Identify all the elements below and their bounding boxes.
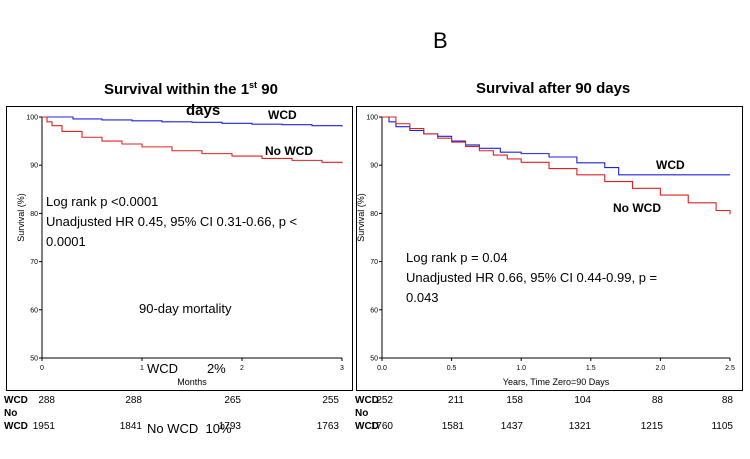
right-y-tick-label: 70 (370, 259, 378, 266)
right-series-nowcd-line (382, 116, 731, 215)
left-x-tick-label: 3 (340, 365, 344, 372)
right-x-tick-label: 1.5 (586, 365, 596, 372)
left-wcd-curve-label: WCD (268, 108, 297, 122)
right-risk-nowcd-value: 1437 (500, 421, 523, 432)
right-hr-line2: 0.043 (406, 290, 439, 305)
right-risk-wcd-value: 252 (376, 395, 393, 406)
left-series-wcd-line (42, 116, 343, 127)
left-hr-line1: Unadjusted HR 0.45, 95% CI 0.31-0.66, p … (46, 214, 298, 229)
left-risk-wcd-value: 255 (322, 395, 339, 406)
left-y-tick-label: 90 (30, 163, 38, 170)
left-risk-label-wcd2: WCD (4, 421, 28, 432)
right-risk-wcd-value: 88 (721, 395, 733, 406)
right-risk-label-wcd2: WCD (355, 421, 379, 432)
left-hr-line2: 0.0001 (46, 234, 86, 249)
right-x-tick-label: 1.0 (516, 365, 526, 372)
left-risk-nowcd-value: 1763 (316, 421, 339, 432)
left-x-tick-label: 2 (240, 365, 244, 372)
right-x-tick-label: 2.5 (725, 365, 735, 372)
right-risk-nowcd-value: 1215 (640, 421, 663, 432)
left-mortality-nowcd: No WCD 10% (147, 421, 232, 436)
right-y-axis-label: Survival (%) (356, 193, 366, 242)
left-risk-wcd-value: 288 (125, 395, 142, 406)
right-risk-wcd-value: 211 (448, 395, 464, 406)
left-chart-frame (6, 106, 353, 391)
left-mortality-wcd: WCD 2% (147, 361, 226, 376)
left-risk-nowcd-value: 1793 (218, 421, 241, 432)
right-y-tick-label: 100 (366, 115, 378, 122)
left-x-tick-label: 1 (140, 365, 144, 372)
left-mortality-title: 90-day mortality (139, 301, 232, 316)
right-risk-nowcd-value: 1760 (370, 421, 393, 432)
left-risk-wcd-value: 288 (38, 395, 55, 406)
left-chart-title: Survival within the 1st 90 (104, 80, 278, 98)
right-risk-wcd-value: 88 (651, 395, 663, 406)
left-chart: 100 90 80 70 60 500 1 2 3 Months Survival (%) (16, 115, 344, 388)
left-title-sup: st (249, 80, 258, 90)
right-y-tick-label: 80 (370, 211, 378, 218)
left-y-tick-label: 70 (30, 259, 38, 266)
right-y-tick-label: 90 (370, 163, 378, 170)
left-x-axis-label: Months (177, 377, 207, 387)
right-logrank: Log rank p = 0.04 (406, 250, 508, 265)
left-y-tick-label: 60 (30, 307, 38, 314)
left-y-tick-label: 80 (30, 211, 38, 218)
right-chart-frame (356, 106, 743, 391)
right-chart-title: Survival after 90 days (476, 80, 631, 97)
left-x-tick-label: 0 (40, 365, 44, 372)
left-risk-label-no: No (4, 408, 18, 419)
left-y-axis-label: Survival (%) (16, 193, 26, 242)
left-mortality-box: 90-day mortality WCD 2% No WCD 10% (139, 259, 232, 459)
left-risk-nowcd-value: 1841 (119, 421, 142, 432)
left-annotations: Log rank p <0.0001 Unadjusted HR 0.45, 9… (46, 192, 297, 252)
left-title-main: Survival within the 1 (104, 81, 250, 98)
right-chart: 100 90 80 70 60 50 0.0 0.5 1.0 1.5 2.0 2.5 Years, Ti… (356, 115, 735, 388)
left-risk-label-wcd: WCD (4, 395, 28, 406)
left-y-tick-label: 100 (26, 115, 38, 122)
right-y-tick-label: 50 (370, 356, 378, 363)
left-nowcd-curve-label: No WCD (265, 144, 313, 158)
left-title-end: 90 (257, 81, 278, 98)
panel-letter: B (433, 28, 448, 53)
right-risk-wcd-value: 104 (574, 395, 591, 406)
left-risk-nowcd-value: 1951 (32, 421, 55, 432)
right-risk-nowcd-value: 1321 (568, 421, 591, 432)
right-x-tick-label: 0.0 (377, 365, 387, 372)
right-x-tick-label: 2.0 (656, 365, 666, 372)
left-risk-wcd-value: 265 (224, 395, 241, 406)
left-logrank: Log rank p <0.0001 (46, 194, 159, 209)
right-x-tick-label: 0.5 (447, 365, 457, 372)
right-wcd-curve-label: WCD (656, 158, 685, 172)
right-risk-wcd-value: 158 (506, 395, 523, 406)
right-risk-nowcd-value: 1581 (441, 421, 464, 432)
right-risk-label-no: No (355, 408, 369, 419)
right-hr-line1: Unadjusted HR 0.66, 95% CI 0.44-0.99, p … (406, 270, 658, 285)
left-series-nowcd-line (42, 116, 343, 164)
right-nowcd-curve-label: No WCD (613, 201, 661, 215)
right-risk-nowcd-value: 1105 (711, 421, 733, 432)
left-y-tick-label: 50 (30, 356, 38, 363)
right-y-tick-label: 60 (370, 307, 378, 314)
right-x-axis-label: Years, Time Zero=90 Days (503, 377, 610, 387)
right-annotations: Log rank p = 0.04 Unadjusted HR 0.66, 95… (406, 248, 657, 308)
right-risk-label-wcd: WCD (355, 395, 379, 406)
